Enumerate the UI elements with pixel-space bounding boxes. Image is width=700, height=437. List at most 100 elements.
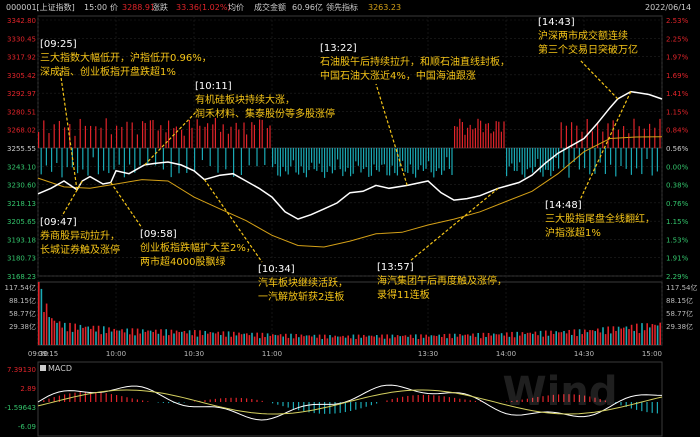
annotation-connector [59, 69, 78, 190]
volume-bar [490, 335, 492, 345]
lead-bar [417, 147, 419, 170]
lead-bar [469, 124, 471, 148]
lead-bar [526, 147, 528, 170]
lead-bar [516, 147, 518, 172]
lead-bar [139, 147, 141, 166]
volume-bar [480, 338, 482, 345]
lead-bar [230, 126, 232, 148]
macd-bar [355, 402, 357, 410]
price-tick-label: 3180.73 [7, 255, 36, 263]
lead-bar [295, 147, 297, 173]
lead-bar [173, 128, 175, 148]
lead-bar [121, 126, 123, 148]
lead-bar [97, 147, 99, 175]
volume-bar [194, 330, 196, 345]
volume-bar [147, 330, 149, 345]
volume-bar [279, 334, 282, 345]
volume-bar [433, 335, 435, 345]
lead-bar [69, 124, 71, 148]
volume-bar [584, 329, 586, 345]
lead-bar [610, 147, 612, 165]
annotation-1448: [14:48] 三大股指尾盘全线翻红， 沪指涨超1% [545, 199, 655, 241]
time-tick-label: 10:00 [106, 350, 126, 358]
lead-bar [95, 126, 97, 148]
volume-value: 60.96亿 [292, 3, 323, 12]
lead-bar [443, 147, 445, 171]
macd-bar [220, 398, 222, 402]
lead-bar [331, 147, 333, 174]
macd-bar [532, 397, 534, 402]
volume-bar [105, 333, 108, 345]
lead-bar [480, 120, 482, 148]
volume-bar [547, 335, 550, 345]
lead-bar [303, 147, 305, 173]
lead-bar [625, 147, 627, 169]
volume-bar [162, 335, 165, 345]
lead-bar [157, 130, 159, 148]
volume-bar [196, 336, 199, 345]
lead-bar [396, 147, 398, 176]
lead-bar [246, 134, 248, 148]
lead-bar [123, 147, 125, 178]
volume-bar [300, 334, 303, 345]
lead-bar [110, 134, 112, 148]
volume-bar [376, 334, 378, 345]
lead-bar [534, 147, 536, 167]
pct-tick-label: 1.53% [666, 236, 689, 244]
volume-bar [472, 333, 474, 345]
lead-bar [38, 131, 40, 148]
volume-bar [459, 334, 461, 345]
lead-bar [82, 147, 84, 170]
macd-bar [329, 402, 331, 414]
time-tick-label: 10:30 [184, 350, 204, 358]
macd-bar [636, 402, 638, 410]
annotation-connector [409, 187, 499, 262]
volume-bar [487, 332, 490, 345]
annotation-0925: [09:25] 三大指数大幅低开，沪指低开0.96%， 深成指、创业板指开盘跌超… [40, 38, 212, 80]
volume-bar [420, 334, 422, 345]
lead-bar [656, 147, 658, 172]
volume-bar [173, 333, 175, 345]
macd-bar [48, 398, 50, 402]
macd-tick-label: 2.89 [20, 385, 36, 393]
lead-bar [565, 125, 567, 148]
macd-bar [641, 402, 643, 412]
macd-bar [417, 394, 419, 402]
lead-bar [149, 120, 151, 148]
annotation-line: 沪深两市成交额连续 [538, 31, 628, 42]
lead-bar [305, 147, 307, 178]
volume-bar [287, 337, 290, 345]
volume-bar [493, 333, 495, 345]
lead-bar [92, 147, 94, 158]
macd-bar [79, 392, 81, 402]
price-tick-label: 3205.65 [7, 218, 36, 226]
macd-bar [350, 402, 352, 411]
macd-bar [578, 394, 580, 402]
annotation-connector [110, 182, 143, 229]
volume-bar [620, 328, 622, 345]
macd-bar [261, 400, 263, 402]
macd-bar [656, 402, 658, 414]
lead-bar [279, 147, 281, 177]
macd-bar [183, 402, 185, 403]
lead-bar [347, 147, 349, 168]
avg-label: 均价 [228, 3, 244, 12]
volume-bar [246, 333, 248, 345]
macd-bar [459, 398, 461, 402]
volume-bar [545, 330, 547, 345]
lead-bar [40, 147, 42, 175]
volume-bar [599, 332, 602, 345]
volume-tick-label: 58.77亿 [666, 309, 693, 318]
lead-bar [394, 147, 396, 174]
macd-bar [526, 398, 528, 402]
volume-bar [305, 335, 308, 345]
volume-bar [565, 333, 568, 345]
annotation-line: 深成指、创业板指开盘跌超1% [40, 67, 176, 78]
macd-bar [74, 392, 76, 402]
macd-bar [157, 402, 159, 403]
lead-bar [399, 147, 401, 167]
volume-tick-label: 117.54亿 [666, 283, 698, 292]
lead-bar [370, 147, 372, 176]
volume-bar [461, 335, 464, 345]
lead-bar [391, 147, 393, 166]
